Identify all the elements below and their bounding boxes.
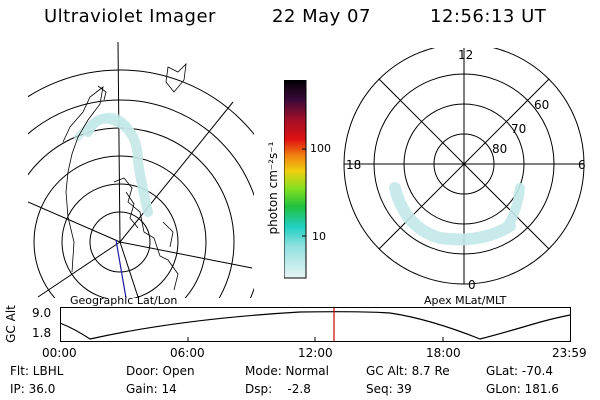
geographic-map [28, 42, 254, 298]
mlt-label-12: 12 [458, 48, 474, 62]
meridian-line [28, 201, 121, 243]
mlat-label-70: 70 [511, 122, 527, 136]
satellite-track [115, 239, 127, 298]
lat-circle [28, 127, 235, 298]
altitude-curve [60, 311, 571, 340]
lat-circle [28, 69, 254, 136]
colorbar [284, 80, 307, 279]
meridian-line [119, 101, 234, 243]
info-gc-alt: GC Alt: 8.7 Re [366, 364, 450, 378]
meridian-line [119, 241, 139, 298]
colorbar-tick-100: 100 [310, 142, 331, 155]
info-ip: IP: 36.0 [10, 382, 56, 396]
instrument-title: Ultraviolet Imager [44, 6, 216, 27]
lat-circle [28, 99, 254, 298]
coastline [62, 62, 187, 291]
lat-circle [33, 155, 207, 298]
meridian-line [37, 241, 121, 298]
mlat-label-60: 60 [534, 98, 550, 112]
info-gain: Gain: 14 [126, 382, 177, 396]
time-tick-2359: 23:59 [552, 346, 587, 360]
time-tick-1200: 12:00 [298, 346, 333, 360]
mlt-label-18: 18 [346, 158, 362, 172]
observation-time: 12:56:13 UT [430, 6, 547, 27]
mlt-label-6: 6 [578, 158, 586, 172]
info-glat: GLat: -70.4 [486, 364, 553, 378]
info-glon: GLon: 181.6 [486, 382, 559, 396]
gc-alt-tick-bottom: 1.8 [32, 326, 52, 340]
meridian-line [117, 42, 121, 243]
info-dsp: Dsp: -2.8 [245, 382, 311, 396]
gc-alt-tick-top: 9.0 [32, 306, 52, 320]
colorbar-unit-label: photon cm⁻²s⁻¹ [266, 141, 280, 235]
mlt-label-0: 0 [468, 278, 476, 292]
time-tick-0000: 00:00 [42, 346, 77, 360]
altitude-strip [60, 307, 571, 342]
polar-plot [343, 48, 585, 285]
observation-date: 22 May 07 [272, 6, 371, 27]
mlat-label-80: 80 [492, 142, 508, 156]
apex-panel-label: Apex MLat/MLT [424, 294, 507, 307]
time-tick-1800: 18:00 [426, 346, 461, 360]
gc-alt-axis-label: GC Alt [4, 305, 18, 343]
time-tick-0600: 06:00 [170, 346, 205, 360]
info-door: Door: Open [126, 364, 195, 378]
geographic-panel-label: Geographic Lat/Lon [70, 294, 178, 307]
info-flt: Flt: LBHL [10, 364, 64, 378]
lat-circle [61, 183, 179, 298]
meridian-line [119, 241, 253, 269]
aurora-oval [74, 112, 153, 217]
colorbar-tick-10: 10 [312, 230, 326, 243]
info-mode: Mode: Normal [245, 364, 329, 378]
aurora-oval [389, 182, 525, 246]
info-seq: Seq: 39 [366, 382, 412, 396]
